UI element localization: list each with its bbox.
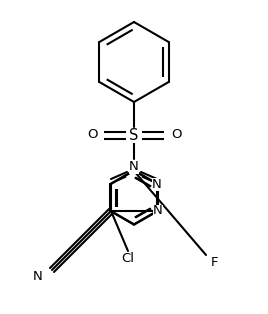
Text: N: N (153, 204, 163, 218)
Text: O: O (171, 128, 181, 142)
Text: S: S (129, 127, 139, 143)
Text: Cl: Cl (121, 252, 135, 266)
Text: O: O (87, 128, 97, 142)
Text: N: N (152, 177, 162, 191)
Text: N: N (129, 160, 139, 174)
Text: N: N (33, 269, 43, 283)
Text: F: F (210, 257, 218, 269)
